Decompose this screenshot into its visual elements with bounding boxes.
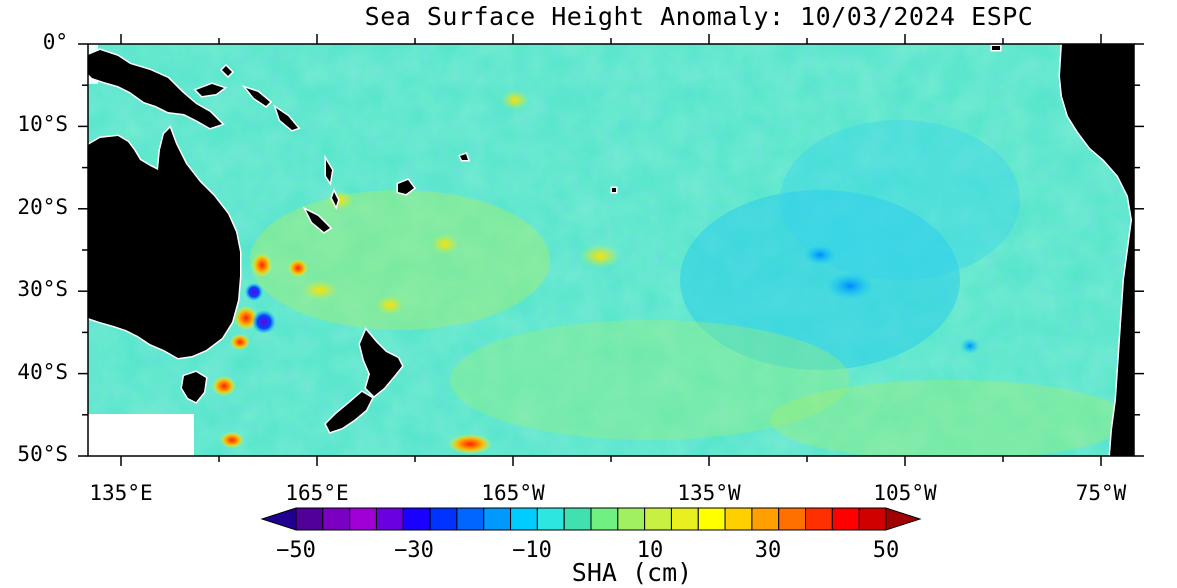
colorbar-tick-label: −10 [512, 538, 552, 563]
south-america [1058, 44, 1134, 456]
colorbar [260, 507, 922, 531]
latitude-label: 30°S [17, 277, 68, 302]
colorbar-segment [295, 507, 324, 531]
colorbar-segment [456, 507, 485, 531]
colorbar-segment [402, 507, 431, 531]
colorbar-segment [617, 507, 646, 531]
colorbar-segment [563, 507, 592, 531]
colorbar-segment [590, 507, 619, 531]
latitude-label: 20°S [17, 194, 68, 219]
latitude-ticks [78, 43, 1144, 457]
colorbar-segment [510, 507, 538, 531]
colorbar-segment [751, 507, 780, 531]
colorbar-under-arrow [260, 507, 297, 531]
longitude-label: 135°W [677, 481, 741, 505]
colorbar-segment [483, 507, 512, 531]
nodata-region [88, 414, 194, 456]
colorbar-segment [349, 507, 377, 531]
colorbar-segment [831, 507, 860, 531]
longitude-label: 75°W [1075, 481, 1127, 505]
new-guinea [88, 48, 225, 130]
tasmania [180, 370, 208, 404]
longitude-ticks [120, 34, 1102, 466]
colorbar-segment [644, 507, 672, 531]
latitude-label: 10°S [17, 112, 68, 137]
colorbar-segment [375, 507, 404, 531]
colorbar-tick-label: 10 [636, 538, 664, 563]
new-zealand-south [324, 390, 374, 434]
colorbar-tick-label: −50 [276, 538, 316, 563]
latitude-label: 40°S [17, 359, 68, 384]
latitude-label: 50°S [17, 442, 68, 466]
anomaly-field [88, 44, 1134, 456]
australia [88, 125, 242, 360]
colorbar-over-arrow [885, 507, 922, 531]
colorbar-segment [805, 507, 833, 531]
colorbar-segment [778, 507, 807, 531]
latitude-label: 0° [42, 30, 68, 54]
colorbar-tick-label: 50 [872, 538, 900, 563]
colorbar-segment [670, 507, 699, 531]
new-zealand-north [358, 327, 404, 399]
colorbar-segment [429, 507, 458, 531]
longitude-label: 135°E [89, 481, 153, 505]
map-title: Sea Surface Height Anomaly: 10/03/2024 E… [364, 2, 1034, 31]
colorbar-segment [724, 507, 753, 531]
longitude-label: 165°E [285, 481, 349, 505]
colorbar-segment [536, 507, 565, 531]
colorbar-tick-label: −30 [394, 538, 434, 563]
colorbar-segment [858, 507, 887, 531]
land-masses [88, 44, 1134, 456]
longitude-label: 165°W [481, 481, 545, 505]
colorbar-title: SHA (cm) [571, 558, 693, 587]
colorbar-segment [697, 507, 726, 531]
longitude-label: 105°W [873, 481, 937, 505]
colorbar-tick-label: 30 [754, 538, 782, 563]
colorbar-segment [322, 507, 351, 531]
